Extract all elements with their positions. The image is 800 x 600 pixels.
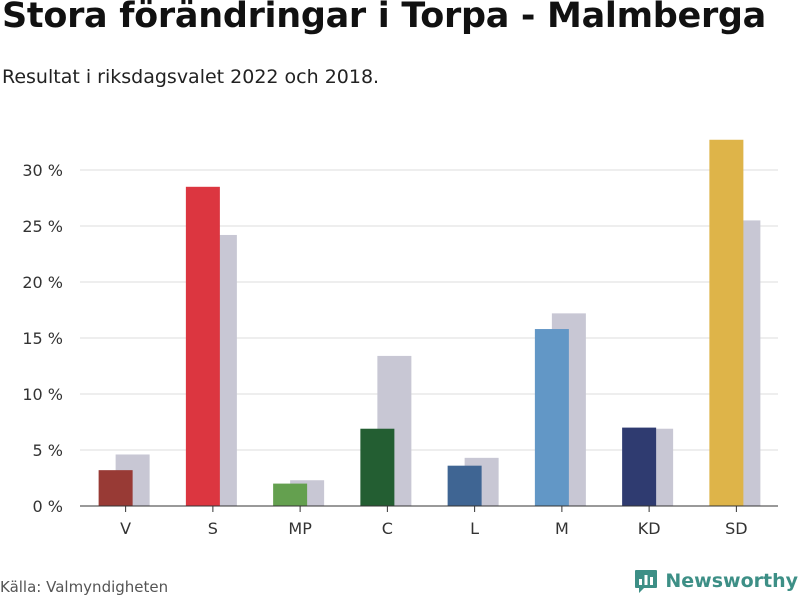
y-tick-label: 25 % [22, 217, 63, 236]
x-tick-label: SD [725, 519, 747, 538]
y-tick-label: 0 % [33, 497, 63, 516]
y-tick-label: 5 % [33, 441, 63, 460]
x-tick-label: L [470, 519, 479, 538]
x-axis-ticks: V S MP C L M KD SD [120, 506, 748, 538]
y-tick-label: 10 % [22, 385, 63, 404]
y-tick-label: 15 % [22, 329, 63, 348]
x-tick-label: KD [638, 519, 661, 538]
brand-name: Newsworthy [665, 570, 798, 592]
x-tick-label: C [382, 519, 393, 538]
x-tick-label: S [208, 519, 218, 538]
x-tick-label: M [555, 519, 569, 538]
y-tick-label: 30 % [22, 161, 63, 180]
x-tick-label: MP [288, 519, 312, 538]
bar-chart-logo-icon [635, 570, 658, 593]
bar-2022-sd [709, 139, 744, 506]
bar-2022-c [360, 428, 395, 506]
source-note: Källa: Valmyndigheten [0, 578, 169, 596]
bar-2022-v [98, 470, 133, 506]
bar-2022-m [534, 329, 569, 506]
bar-2022-l [447, 465, 482, 506]
bar-2022-mp [273, 483, 308, 506]
x-tick-label: V [120, 519, 131, 538]
y-axis-ticks: 0 % 5 % 10 % 15 % 20 % 25 % 30 % [22, 161, 63, 516]
gridlines [80, 169, 778, 451]
y-tick-label: 20 % [22, 273, 63, 292]
chart-subtitle: Resultat i riksdagsvalet 2022 och 2018. [2, 66, 380, 88]
bar-2022-kd [622, 427, 657, 506]
bars [98, 139, 761, 507]
brand-logo[interactable]: Newsworthy [633, 568, 798, 594]
bar-chart: 0 % 5 % 10 % 15 % 20 % 25 % 30 % V S MP C L M KD SD [22, 139, 778, 538]
bar-2022-s [185, 186, 220, 507]
chart-title: Stora förändringar i Torpa - Malmberga [2, 0, 766, 36]
